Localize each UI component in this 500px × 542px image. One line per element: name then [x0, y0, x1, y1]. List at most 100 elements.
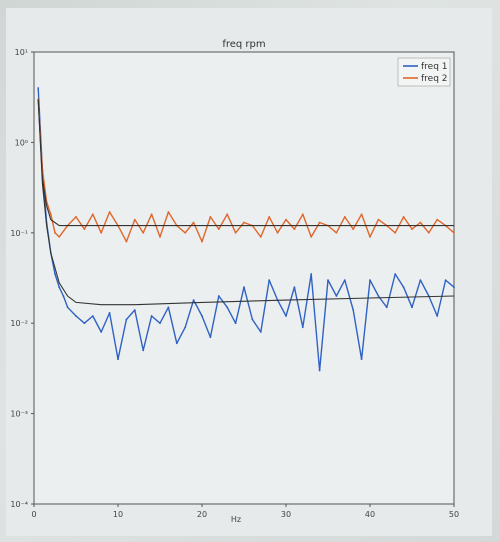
fit-line-1 — [37, 99, 455, 306]
fit-line-2 — [37, 99, 454, 227]
x-tick-label: 50 — [449, 510, 459, 519]
y-axis-ticks: 10¹ 10⁰ 10⁻¹ 10⁻² 10⁻³ 10⁻⁴ — [10, 48, 34, 509]
data-point — [293, 286, 296, 289]
data-point — [125, 240, 128, 243]
data-point — [75, 216, 77, 218]
data-point — [117, 358, 119, 361]
data-point — [453, 286, 455, 289]
data-point — [83, 322, 86, 325]
y-tick-label: 10⁻² — [10, 319, 28, 328]
data-point — [175, 342, 178, 345]
data-point — [335, 231, 338, 234]
y-tick-label: 10⁻⁴ — [10, 500, 28, 509]
data-point — [49, 213, 52, 216]
data-point — [285, 218, 287, 221]
data-point — [184, 231, 187, 234]
data-point — [54, 231, 56, 234]
data-point — [150, 213, 153, 216]
data-point — [66, 306, 69, 309]
data-point — [377, 218, 380, 221]
data-point — [201, 240, 203, 243]
legend: freq 1 freq 2 — [397, 57, 451, 87]
legend-label-freq-2: freq 2 — [421, 74, 448, 84]
data-point — [234, 322, 237, 325]
data-point — [58, 286, 61, 289]
data-point — [276, 231, 279, 234]
series-layer — [37, 87, 455, 372]
data-point — [217, 228, 220, 231]
fit-lines — [37, 99, 455, 306]
legend-label-freq-1: freq 1 — [421, 62, 448, 72]
data-point — [100, 231, 103, 234]
data-point — [226, 306, 229, 309]
data-point — [268, 216, 271, 218]
data-point — [133, 218, 136, 221]
data-point — [268, 279, 271, 281]
data-point — [192, 221, 195, 224]
data-point — [293, 228, 296, 231]
chart-title: freq rpm — [222, 39, 265, 50]
data-point — [310, 273, 313, 275]
x-tick-label: 0 — [31, 510, 36, 519]
data-point — [444, 279, 447, 281]
x-axis-label: Hz — [231, 515, 241, 524]
data-point — [369, 236, 371, 238]
data-point — [91, 213, 94, 216]
data-point — [125, 318, 128, 321]
data-point — [83, 228, 86, 231]
data-point — [159, 236, 161, 238]
data-point — [394, 231, 397, 234]
data-point — [436, 218, 439, 221]
data-point — [411, 228, 413, 231]
data-point — [184, 326, 187, 329]
data-point — [217, 295, 220, 297]
data-point — [343, 279, 346, 281]
data-point — [419, 279, 422, 281]
data-point — [159, 322, 161, 325]
data-point — [243, 221, 245, 224]
data-point — [54, 273, 56, 275]
y-tick-label: 10⁻¹ — [10, 229, 28, 238]
x-tick-label: 40 — [365, 510, 375, 519]
data-point — [301, 326, 304, 329]
data-point — [327, 279, 329, 281]
data-point — [37, 87, 40, 89]
data-point — [419, 221, 422, 224]
data-point — [310, 236, 313, 238]
x-tick-label: 10 — [113, 510, 123, 519]
data-point — [377, 295, 380, 297]
data-point — [352, 309, 355, 311]
data-point — [352, 228, 355, 231]
y-tick-label: 10¹ — [15, 48, 28, 57]
data-point — [402, 216, 405, 218]
data-point — [318, 221, 321, 224]
data-point — [285, 315, 287, 317]
data-point — [108, 211, 111, 213]
data-point — [360, 358, 363, 361]
data-point — [58, 236, 61, 238]
data-point — [167, 211, 170, 213]
y-tick-label: 10⁻³ — [10, 410, 28, 419]
data-point — [243, 286, 245, 289]
data-point — [360, 213, 363, 216]
data-point — [234, 231, 237, 234]
data-point — [108, 312, 111, 314]
data-point — [318, 369, 321, 372]
data-point — [142, 349, 145, 352]
data-point — [385, 306, 388, 309]
data-point — [402, 286, 405, 289]
data-point — [453, 231, 455, 234]
data-point — [150, 315, 153, 317]
data-point — [259, 236, 262, 238]
data-point — [411, 306, 413, 309]
data-point — [427, 231, 430, 234]
data-point — [201, 315, 203, 317]
data-point — [209, 336, 212, 339]
data-point — [343, 216, 346, 218]
data-point — [251, 318, 254, 321]
y-tick-label: 10⁰ — [15, 138, 28, 147]
data-point — [209, 216, 212, 218]
data-point — [75, 315, 77, 317]
data-point — [100, 331, 103, 333]
data-point — [62, 295, 65, 297]
